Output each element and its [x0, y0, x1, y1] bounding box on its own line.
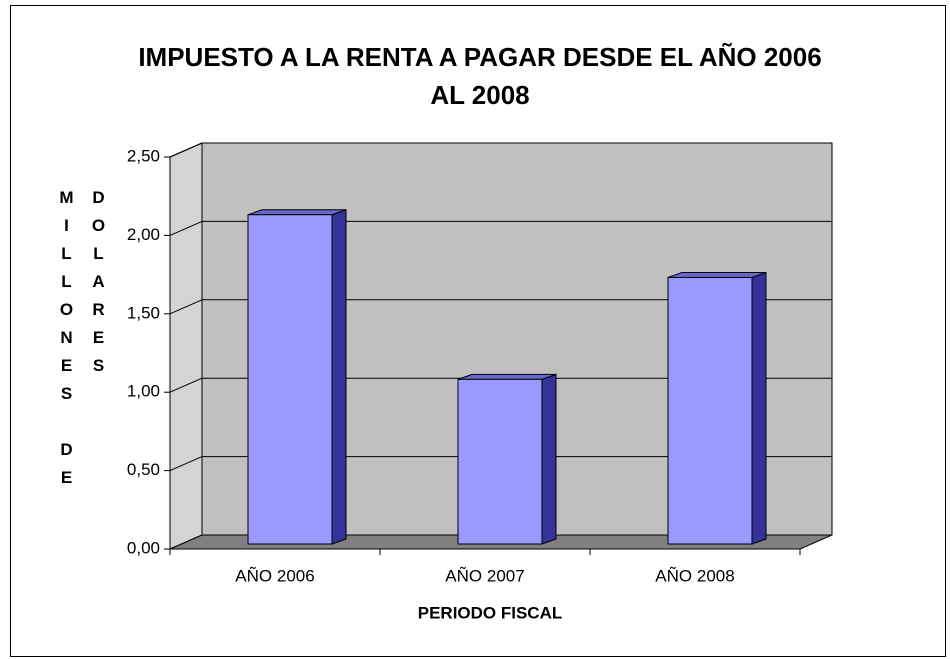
side-wall [169, 142, 203, 550]
grid-line-side [169, 456, 203, 472]
bar-front [247, 214, 333, 545]
x-axis-label: PERIODO FISCAL [418, 603, 563, 622]
bar-side [541, 373, 557, 545]
grid-line-side [169, 142, 203, 158]
y-tick-label: 0,50 [127, 460, 160, 479]
y-tick-label: 0,00 [127, 538, 160, 557]
chart-title: IMPUESTO A LA RENTA A PAGAR DESDE EL AÑO… [138, 42, 822, 110]
y-tick-label: 2,00 [127, 225, 160, 244]
y-tick-label: 1,50 [127, 303, 160, 322]
bar-top [247, 209, 347, 216]
chart-frame [10, 5, 946, 657]
y-axis-label: MILLONES DE DOLARES [57, 188, 108, 496]
y-tick-label: 2,50 [127, 146, 160, 165]
grid-line-side [169, 299, 203, 315]
bar-side [751, 271, 767, 545]
x-tick-label: AÑO 2006 [235, 566, 314, 585]
bar [667, 271, 767, 545]
x-tick-label: AÑO 2008 [655, 566, 734, 585]
bar-top [457, 373, 557, 380]
bar [457, 373, 557, 545]
x-tick-label: AÑO 2007 [445, 566, 524, 585]
grid-line-side [169, 377, 203, 393]
bar-top [667, 271, 767, 278]
bar-side [331, 209, 347, 545]
bar-front [457, 378, 543, 545]
bar-front [667, 276, 753, 545]
grid-line-side [169, 220, 203, 236]
bar [247, 209, 347, 545]
y-tick-label: 1,00 [127, 382, 160, 401]
